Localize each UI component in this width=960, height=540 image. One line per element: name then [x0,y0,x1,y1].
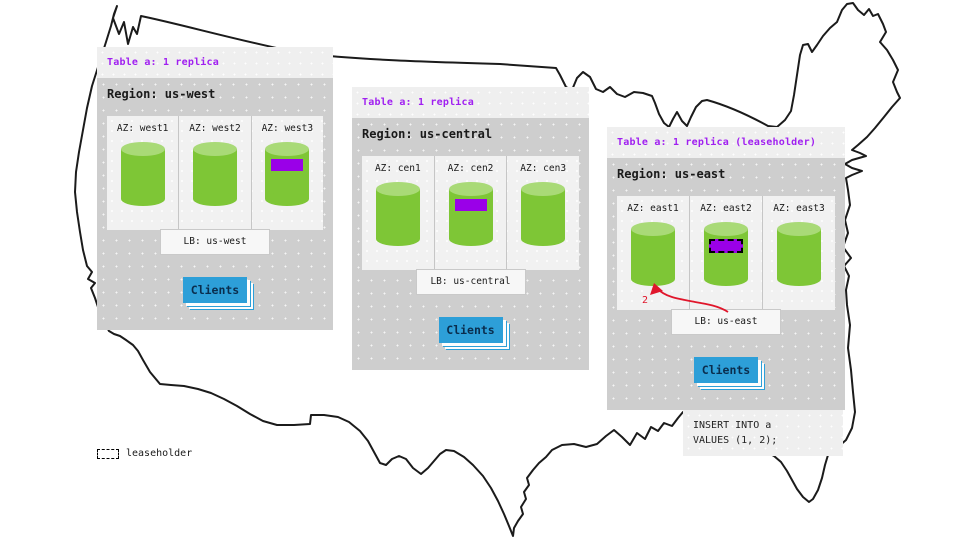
clients-stack: Clients [183,277,247,303]
az-cell: AZ: cen2 [435,156,508,270]
database-cylinder [631,222,675,286]
database-cylinder [192,142,237,206]
table-replica-leaseholder-header: Table a: 1 replica (leaseholder) [607,127,845,158]
database-cylinder [375,182,420,246]
table-replica-header: Table a: 1 replica [352,87,589,118]
az-label: AZ: east2 [700,203,752,214]
legend-label: leaseholder [126,448,193,459]
sql-line-2: VALUES (1, 2); [693,435,778,446]
region-body: Region: us-east AZ: east1 AZ: east2 AZ: … [607,158,845,410]
replica-range-marker [454,199,487,211]
az-label: AZ: east3 [773,203,825,214]
az-cell: AZ: west3 [252,116,323,230]
az-zone-row: AZ: east1 AZ: east2 AZ: east3 [617,196,835,310]
load-balancer-box: LB: us-west [160,229,270,255]
load-balancer-box: LB: us-east [671,309,781,335]
replica-range-marker [271,159,304,171]
az-cell: AZ: cen3 [507,156,579,270]
clients-stack: Clients [438,317,503,343]
region-body: Region: us-west AZ: west1 AZ: west2 AZ: … [97,78,333,330]
database-cylinder [265,142,310,206]
database-cylinder [120,142,165,206]
az-zone-row: AZ: west1 AZ: west2 AZ: west3 [107,116,323,230]
leaseholder-legend: leaseholder [97,448,192,459]
sql-line-1: INSERT INTO a [693,420,772,431]
region-title: Region: us-central [362,127,493,141]
az-label: AZ: cen1 [374,163,421,174]
region-panel-us-west: Table a: 1 replica Region: us-west AZ: w… [97,47,333,330]
database-cylinder [704,222,748,286]
az-label: AZ: cen2 [447,163,494,174]
table-replica-header: Table a: 1 replica [97,47,333,78]
sql-statement-note: INSERT INTO a VALUES (1, 2); [683,410,843,456]
az-cell: AZ: cen1 [362,156,435,270]
az-cell: AZ: west2 [179,116,252,230]
database-cylinder [777,222,821,286]
az-cell: AZ: east2 [690,196,763,310]
az-zone-row: AZ: cen1 AZ: cen2 AZ: cen3 [362,156,579,270]
az-label: AZ: west1 [116,123,169,134]
region-title: Region: us-west [107,87,216,101]
region-body: Region: us-central AZ: cen1 AZ: cen2 AZ:… [352,118,589,370]
database-cylinder [448,182,493,246]
region-title: Region: us-east [617,167,726,181]
region-panel-us-east: Table a: 1 replica (leaseholder) Region:… [607,127,845,410]
az-cell: AZ: east1 [617,196,690,310]
az-cell: AZ: east3 [763,196,835,310]
az-label: AZ: east1 [627,203,679,214]
az-label: AZ: west3 [261,123,314,134]
leaseholder-range-marker [709,239,743,253]
load-balancer-box: LB: us-central [415,269,526,295]
region-panel-us-central: Table a: 1 replica Region: us-central AZ… [352,87,589,370]
leaseholder-swatch-icon [97,448,119,459]
database-cylinder [521,182,566,246]
clients-stack: Clients [694,357,758,383]
az-cell: AZ: west1 [107,116,180,230]
az-label: AZ: cen3 [520,163,567,174]
az-label: AZ: west2 [189,123,241,134]
